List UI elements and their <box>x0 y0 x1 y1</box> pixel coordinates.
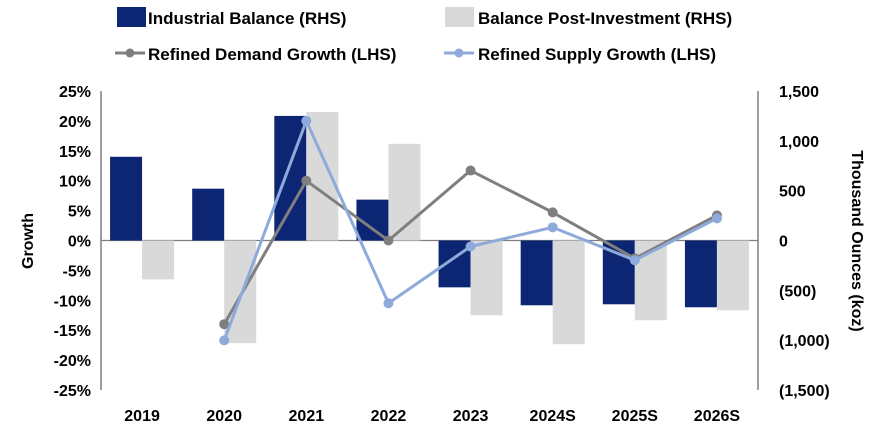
left-tick-label: -15% <box>54 323 91 340</box>
balance-post-investment-bar-2022 <box>388 143 421 241</box>
industrial-balance-bar-2026s <box>684 240 717 308</box>
legend-swatch-balance-post-investment <box>445 7 474 27</box>
left-tick-label: 0% <box>68 234 91 251</box>
balance-post-investment-bar-2024s <box>552 240 585 345</box>
x-tick-label: 2019 <box>124 408 160 425</box>
refined-demand-growth-point-2021 <box>301 175 312 186</box>
industrial-balance-bar-2019 <box>110 156 143 241</box>
legend-label-refined-supply: Refined Supply Growth (LHS) <box>478 45 716 64</box>
refined-supply-growth-point-2022 <box>383 298 394 309</box>
refined-demand-growth-point-2024s <box>547 207 558 218</box>
refined-supply-growth-point-2025s <box>629 255 640 266</box>
right-axis-title: Thousand Ounces (koz) <box>848 150 865 331</box>
balance-post-investment-bar-2026s <box>716 240 749 311</box>
left-tick-label: -20% <box>54 353 91 370</box>
right-tick-label: 500 <box>779 184 806 201</box>
left-tick-label: 25% <box>59 84 91 101</box>
balance-post-investment-bar-2019 <box>142 240 175 280</box>
lines <box>219 115 722 346</box>
left-tick-label: 10% <box>59 174 91 191</box>
refined-supply-growth-point-2024s <box>547 222 558 233</box>
right-tick-label: 1,500 <box>779 84 819 101</box>
tick-labels: 25% 20% 15% 10% 5% 0% -5% -10% -15% -20% -25% 1,500… <box>54 84 830 425</box>
legend: Industrial Balance (RHS) Balance Post-In… <box>115 7 732 64</box>
refined-demand-growth-point-2022 <box>383 235 394 246</box>
x-tick-label: 2026S <box>694 408 741 425</box>
refined-supply-growth-point-2021 <box>301 115 312 126</box>
legend-label-balance-post-investment: Balance Post-Investment (RHS) <box>478 9 732 28</box>
legend-swatch-industrial-balance <box>117 7 146 27</box>
x-tick-label: 2024S <box>530 408 577 425</box>
x-tick-label: 2023 <box>453 408 489 425</box>
left-tick-label: 20% <box>59 114 91 131</box>
balance-post-investment-bar-2025s <box>634 240 667 321</box>
left-tick-label: -5% <box>63 263 91 280</box>
industrial-balance-bar-2024s <box>520 240 553 306</box>
left-tick-label: 5% <box>68 204 91 221</box>
right-tick-label: (500) <box>779 283 816 300</box>
refined-demand-growth-point-2023 <box>465 165 476 176</box>
legend-label-industrial-balance: Industrial Balance (RHS) <box>148 9 346 28</box>
left-tick-label: -10% <box>54 293 91 310</box>
right-tick-label: (1,500) <box>779 383 830 400</box>
refined-supply-growth-point-2023 <box>465 241 476 252</box>
right-tick-label: 0 <box>779 234 788 251</box>
balance-post-investment-bar-2023 <box>470 240 503 316</box>
x-tick-label: 2025S <box>612 408 659 425</box>
x-tick-label: 2021 <box>289 408 325 425</box>
left-tick-label: 15% <box>59 144 91 161</box>
legend-marker-refined-supply <box>454 48 464 58</box>
x-tick-label: 2020 <box>206 408 242 425</box>
right-tick-label: 1,000 <box>779 134 819 151</box>
refined-demand-growth-point-2020 <box>219 319 230 330</box>
right-tick-label: (1,000) <box>779 333 830 350</box>
refined-supply-growth-point-2026s <box>711 213 722 224</box>
refined-supply-growth-point-2020 <box>219 335 230 346</box>
bars <box>110 111 749 345</box>
industrial-balance-bar-2020 <box>192 188 225 241</box>
legend-label-refined-demand: Refined Demand Growth (LHS) <box>148 45 396 64</box>
legend-marker-refined-demand <box>125 48 135 58</box>
left-tick-label: -25% <box>54 383 91 400</box>
x-tick-label: 2022 <box>371 408 407 425</box>
left-axis-title: Growth <box>20 213 37 269</box>
